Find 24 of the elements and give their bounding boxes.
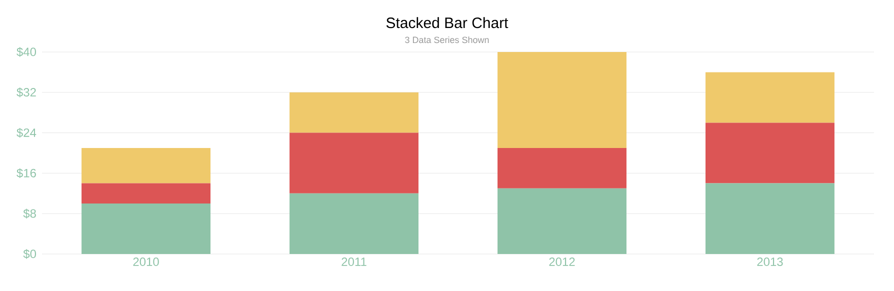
bar: [498, 188, 626, 254]
y-tick-label: $40: [16, 47, 36, 57]
y-tick-label: $32: [16, 88, 36, 98]
y-tick-label: $16: [16, 168, 36, 178]
chart-title: Stacked Bar Chart: [386, 17, 508, 28]
y-tick-label: $24: [16, 128, 36, 138]
bar: [706, 122, 834, 184]
bar: [498, 52, 626, 148]
bar: [498, 148, 626, 188]
bar: [290, 92, 418, 133]
bar: [706, 183, 834, 254]
bar: [82, 148, 210, 184]
bar: [290, 193, 418, 254]
x-tick-label: 2010: [133, 258, 159, 266]
y-tick-label: $8: [23, 208, 36, 218]
bar: [82, 183, 210, 204]
bar: [706, 72, 834, 123]
x-tick-label: 2013: [757, 258, 783, 266]
chart-subtitle: 3 Data Series Shown: [405, 36, 489, 44]
bar: [290, 132, 418, 194]
x-tick-label: 2011: [342, 258, 366, 266]
bar: [82, 203, 210, 254]
x-tick-label: 2012: [549, 258, 575, 266]
y-tick-label: $0: [23, 249, 36, 259]
